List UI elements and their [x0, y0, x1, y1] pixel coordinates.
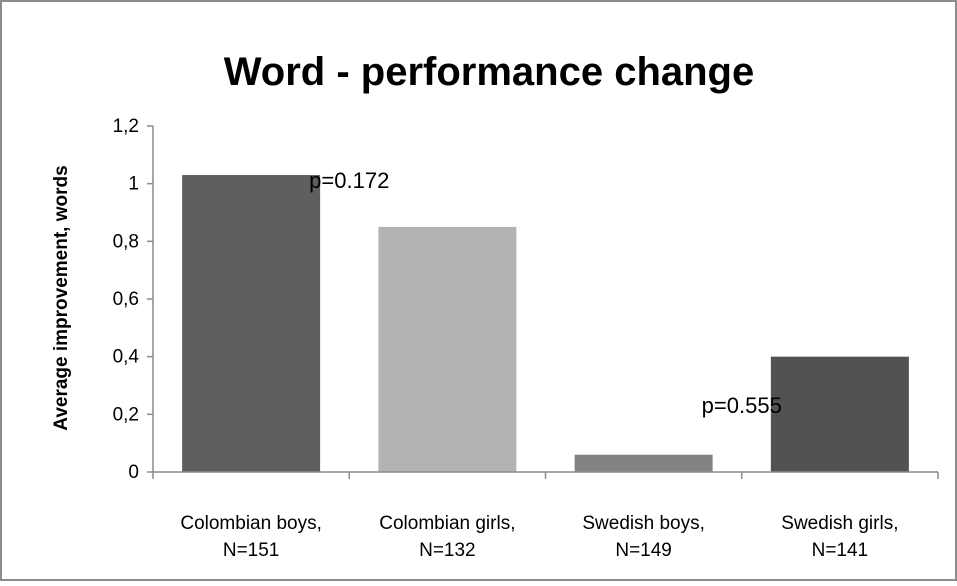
y-tick-label: 1 — [128, 174, 139, 195]
y-tick-label: 0,4 — [113, 347, 140, 368]
annotation-label: p=0.172 — [309, 168, 389, 193]
x-tick-label: N=149 — [615, 540, 672, 561]
y-tick-label: 0,8 — [113, 231, 139, 252]
x-tick-label: N=132 — [419, 540, 476, 561]
y-axis-label: Average improvement, words — [51, 165, 72, 430]
bar — [574, 454, 713, 472]
chart-title: Word - performance change — [224, 50, 754, 94]
y-tick-label: 0 — [128, 462, 139, 483]
x-tick-label: Colombian boys, — [180, 513, 322, 534]
x-tick-label: Colombian girls, — [379, 513, 515, 534]
plot-area: 0 0,2 0,4 0,6 0,8 1 1,2 Colombian boys, N=151 Col… — [113, 116, 939, 561]
x-tick-label: Swedish girls, — [781, 513, 898, 534]
x-tick-label: N=151 — [223, 540, 280, 561]
bar — [182, 175, 321, 472]
annotation-label: p=0.555 — [702, 393, 782, 418]
bar — [378, 226, 517, 472]
x-tick-label: N=141 — [812, 540, 869, 561]
x-tick-label: Swedish boys, — [582, 513, 705, 534]
y-tick-label: 1,2 — [113, 116, 139, 137]
bar — [770, 356, 909, 472]
y-tick-label: 0,6 — [113, 289, 139, 310]
y-tick-label: 0,2 — [113, 404, 139, 425]
